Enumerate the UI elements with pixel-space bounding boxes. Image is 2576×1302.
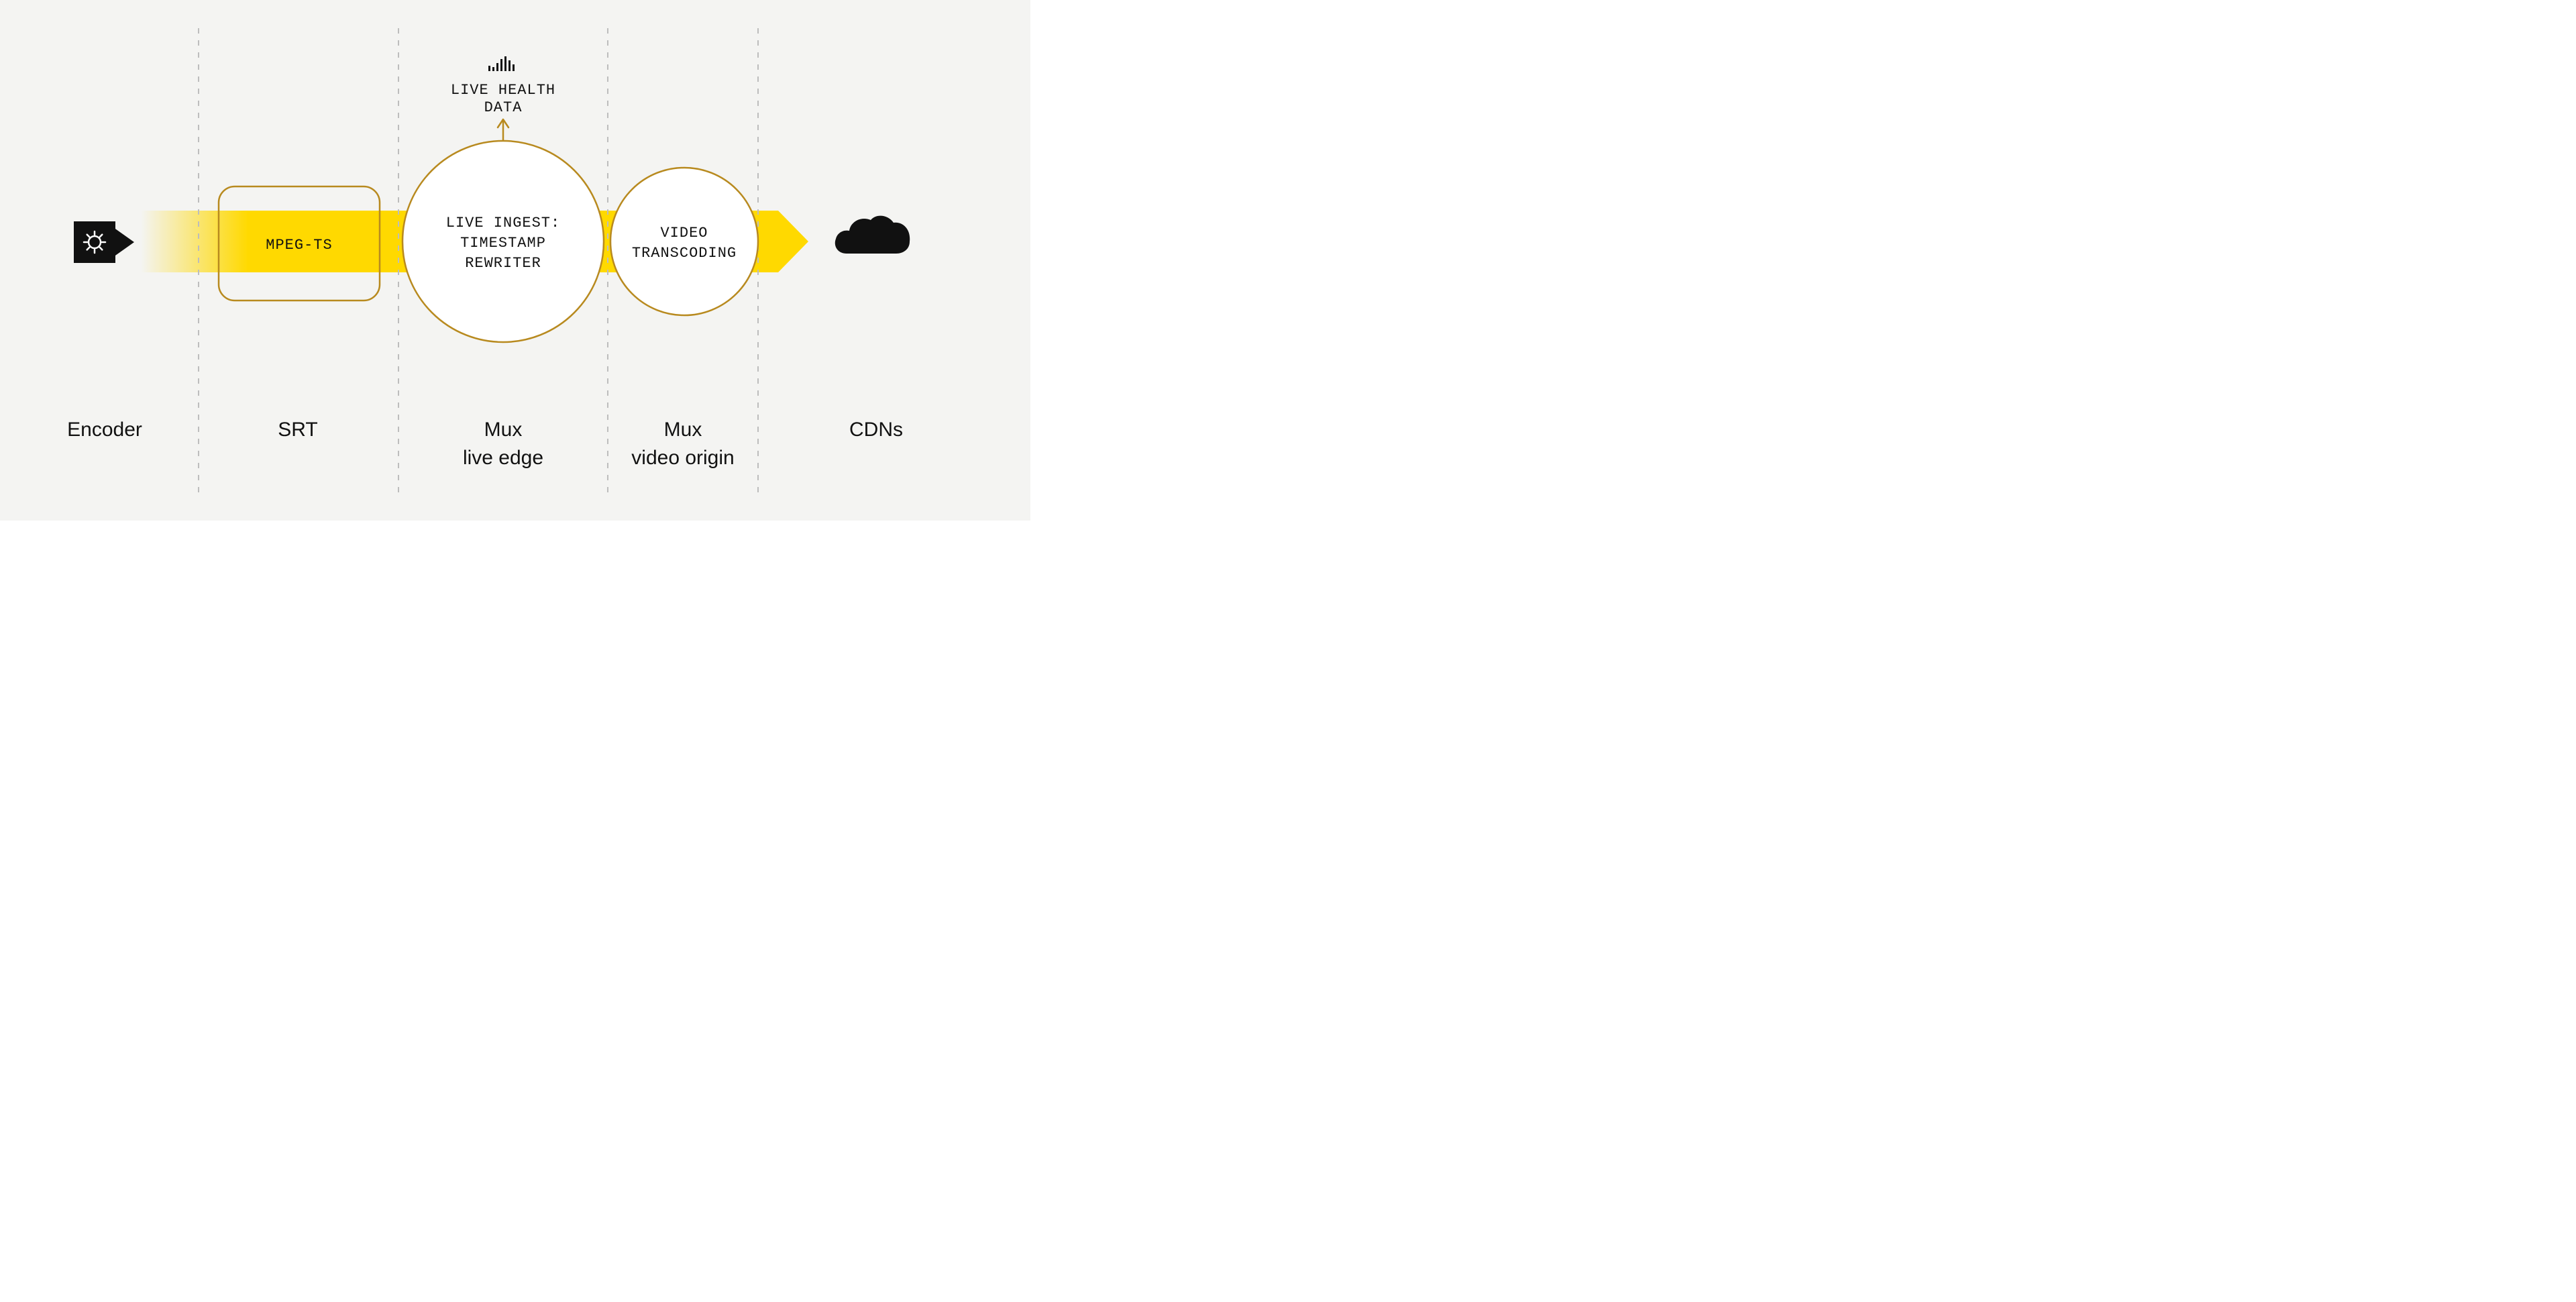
ingest-label-1: TIMESTAMP (460, 235, 546, 252)
pipeline-diagram: MPEG-TS LIVE INGEST: TIMESTAMP REWRITER VIDE… (0, 0, 1030, 521)
transcode-label-1: TRANSCODING (632, 245, 737, 262)
section-label-3-0: Mux (664, 419, 702, 441)
health-label-1: DATA (484, 99, 523, 116)
section-label-4-0: CDNs (849, 419, 903, 441)
diagram-svg: MPEG-TS LIVE INGEST: TIMESTAMP REWRITER VIDE… (0, 0, 1030, 521)
ingest-label-2: REWRITER (465, 255, 541, 272)
section-label-3-1: video origin (631, 447, 734, 469)
section-label-0-0: Encoder (67, 419, 142, 441)
transcode-circle (610, 168, 758, 315)
section-label-1-0: SRT (278, 419, 317, 441)
mpeg-ts-label: MPEG-TS (266, 237, 332, 254)
section-label-2-1: live edge (463, 447, 543, 469)
ingest-label-0: LIVE INGEST: (446, 215, 560, 231)
flow-bar-fade (141, 211, 248, 272)
transcode-label-0: VIDEO (660, 225, 708, 241)
health-label-0: LIVE HEALTH (451, 82, 555, 99)
section-label-2-0: Mux (484, 419, 523, 441)
